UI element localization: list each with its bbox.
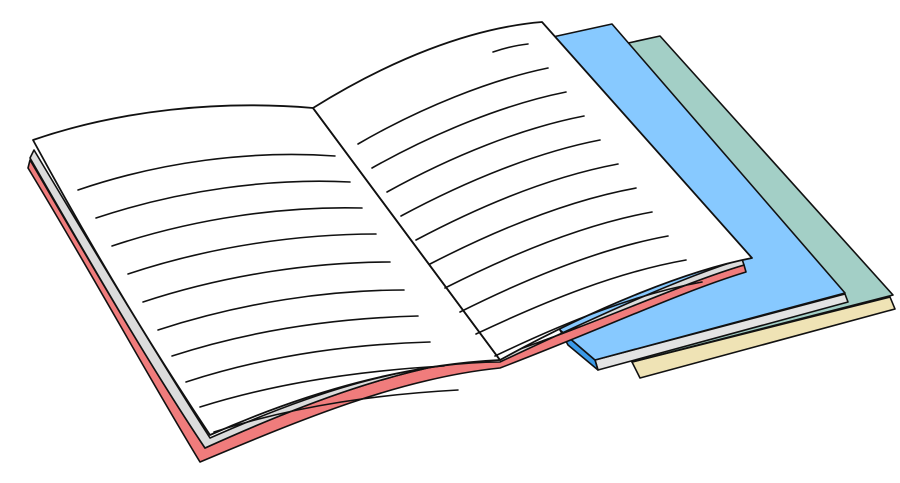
ruled-line	[475, 259, 687, 335]
ruled-line	[95, 180, 351, 219]
ruled-line	[371, 91, 567, 169]
ruled-line	[415, 163, 619, 241]
ruled-line	[142, 261, 391, 303]
ruled-line	[459, 235, 669, 313]
ruled-line	[213, 389, 459, 433]
ruled-line	[127, 233, 377, 275]
ruled-line	[171, 315, 419, 357]
ruled-line	[429, 187, 637, 265]
ruled-line	[199, 365, 445, 408]
ruled-line	[111, 206, 363, 247]
ruled-line	[357, 67, 549, 145]
spine-crease	[312, 107, 501, 361]
ruled-line	[492, 43, 529, 53]
ruled-line	[400, 139, 601, 217]
ruled-line	[386, 115, 585, 193]
left-page-lines	[77, 153, 459, 433]
ruled-line	[444, 211, 653, 289]
ruled-line	[77, 153, 336, 191]
ruled-line	[494, 281, 703, 357]
left-page	[32, 104, 501, 436]
ruled-line	[157, 289, 405, 331]
right-page-lines	[357, 43, 703, 357]
ruled-line	[185, 341, 431, 383]
